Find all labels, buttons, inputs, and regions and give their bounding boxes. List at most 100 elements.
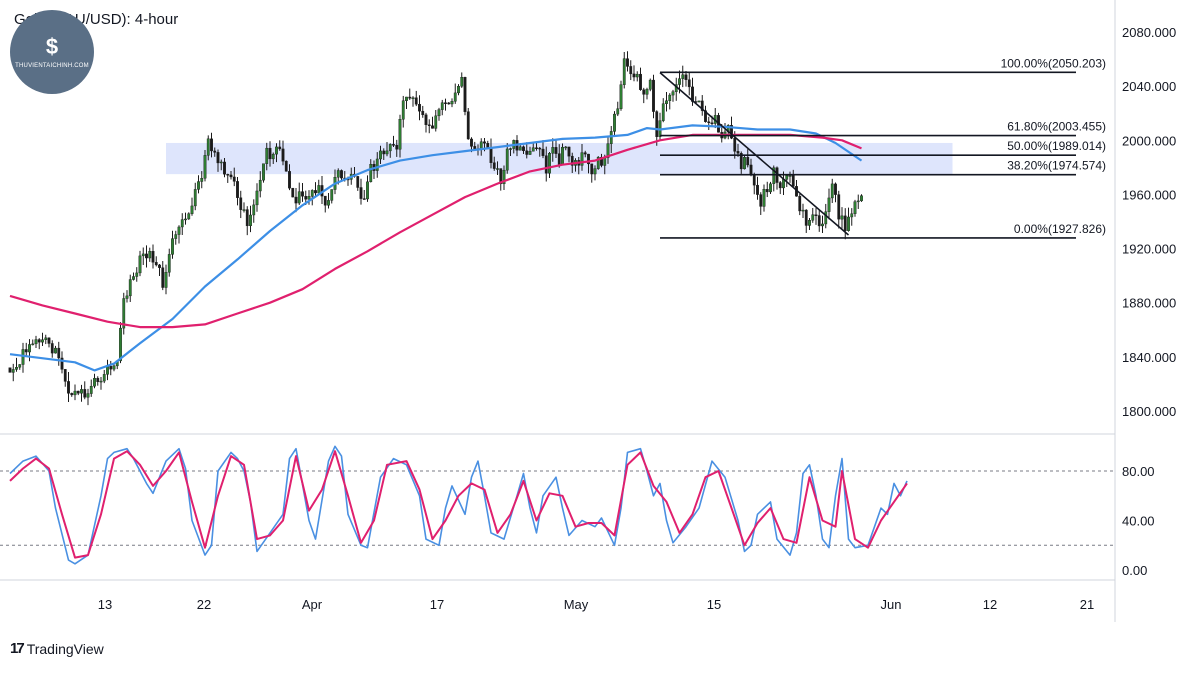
- candle-body: [431, 125, 434, 129]
- candle-body: [206, 138, 210, 156]
- candle-body: [138, 255, 142, 274]
- candle-body: [778, 182, 782, 189]
- candle-body: [798, 195, 802, 212]
- candle-body: [366, 181, 369, 200]
- candle-body: [463, 77, 467, 112]
- candle-body: [834, 183, 837, 195]
- candle-body: [15, 367, 18, 370]
- candle-body: [60, 357, 64, 370]
- candle-body: [645, 89, 649, 95]
- tradingview-branding[interactable]: 17 TradingView: [10, 640, 104, 657]
- candle-body: [460, 77, 464, 87]
- candle-body: [99, 380, 103, 383]
- candle-body: [236, 181, 239, 198]
- candle-body: [525, 150, 529, 155]
- stochastic-oscillator: [0, 445, 1115, 565]
- candle-body: [593, 168, 597, 175]
- candle-body: [28, 344, 31, 353]
- candle-body: [57, 347, 61, 359]
- candle-body: [242, 209, 246, 211]
- candle-body: [83, 389, 87, 398]
- candle-body: [629, 66, 633, 75]
- candle-body: [193, 189, 197, 207]
- price-tick-label: 2040.000: [1122, 79, 1176, 94]
- candle-body: [814, 214, 818, 216]
- candle-body: [11, 369, 15, 373]
- candle-body: [535, 147, 538, 149]
- price-tick-label: 2000.000: [1122, 133, 1176, 148]
- candle-body: [161, 267, 165, 288]
- time-tick-label: May: [564, 597, 589, 612]
- candle-body: [648, 79, 652, 90]
- candle-body: [80, 389, 83, 394]
- price-axis[interactable]: 2080.000 2040.000 2000.000 1960.000 1920.000…: [1122, 25, 1176, 419]
- candle-body: [473, 146, 477, 150]
- candle-body: [531, 147, 535, 152]
- candle-body: [171, 238, 174, 255]
- candle-body: [736, 151, 740, 154]
- candle-body: [180, 219, 184, 228]
- candle-body: [145, 253, 148, 259]
- candle-body: [583, 152, 587, 155]
- candle-body: [479, 141, 483, 149]
- time-tick-label: Jun: [881, 597, 902, 612]
- trendline[interactable]: [659, 72, 850, 236]
- candle-body: [632, 73, 636, 78]
- candle-body: [652, 79, 655, 112]
- candle-body: [398, 119, 402, 150]
- time-axis[interactable]: 13 22 Apr 17 May 15 Jun 12 21: [98, 597, 1094, 612]
- candle-body: [301, 191, 304, 197]
- candle-body: [710, 122, 714, 125]
- candle-body: [804, 209, 808, 226]
- candle-body: [369, 164, 373, 183]
- candle-body: [197, 181, 200, 190]
- candle-body: [164, 272, 168, 288]
- candle-body: [86, 393, 90, 398]
- fib-level-label: 50.00%(1989.014): [1007, 139, 1106, 153]
- candle-body: [538, 147, 542, 150]
- candle-body: [268, 147, 272, 160]
- candle-body: [54, 347, 57, 354]
- candle-body: [730, 125, 733, 139]
- candle-body: [655, 111, 659, 137]
- candle-body: [132, 276, 135, 280]
- candle-body: [89, 385, 93, 394]
- candle-body: [551, 147, 555, 154]
- candle-body: [379, 150, 382, 160]
- price-tick-label: 1920.000: [1122, 242, 1176, 257]
- candle-body: [421, 110, 425, 116]
- candle-body: [821, 223, 824, 227]
- time-tick-label: 12: [983, 597, 997, 612]
- descending-trendline: [659, 72, 850, 236]
- candle-body: [203, 155, 207, 179]
- fibonacci-retracement[interactable]: 100.00%(2050.203) 61.80%(2003.455) 50.00%(…: [660, 56, 1106, 239]
- time-tick-label: 21: [1080, 597, 1094, 612]
- candle-body: [671, 91, 675, 96]
- candle-body: [808, 220, 811, 226]
- price-tick-label: 1840.000: [1122, 350, 1176, 365]
- price-tick-label: 1880.000: [1122, 296, 1176, 311]
- candle-body: [554, 147, 558, 154]
- candle-body: [245, 209, 249, 227]
- candle-body: [294, 196, 298, 204]
- time-tick-label: Apr: [302, 597, 323, 612]
- stochastic-tick-label: 80.00: [1122, 464, 1155, 479]
- candlestick-series: [8, 51, 863, 406]
- candle-body: [785, 175, 789, 180]
- time-tick-label: 13: [98, 597, 112, 612]
- candle-body: [427, 124, 431, 126]
- candle-body: [330, 189, 334, 201]
- candle-body: [63, 369, 67, 382]
- candle-body: [453, 92, 457, 102]
- candle-body: [824, 211, 828, 225]
- stochastic-axis[interactable]: 80.00 40.00 0.00: [1122, 464, 1155, 578]
- stochastic-tick-label: 0.00: [1122, 563, 1147, 578]
- candle-body: [765, 189, 769, 193]
- candle-body: [496, 168, 499, 170]
- candle-body: [418, 103, 421, 112]
- candle-body: [216, 152, 220, 164]
- candle-body: [50, 343, 54, 354]
- candle-body: [505, 148, 509, 171]
- candle-body: [447, 102, 451, 105]
